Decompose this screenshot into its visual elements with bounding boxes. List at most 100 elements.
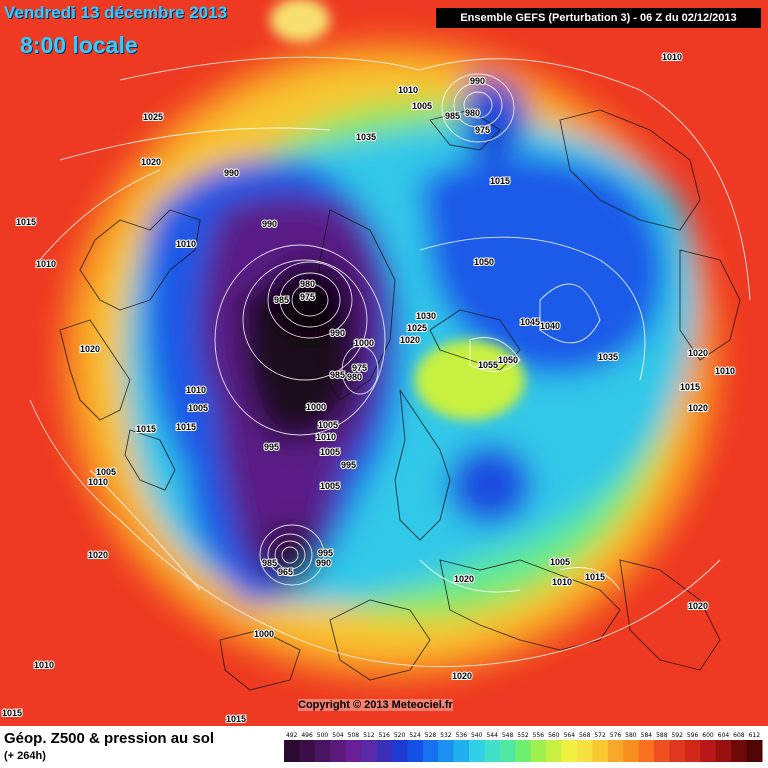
- pressure-label: 1015: [585, 572, 605, 582]
- pressure-label: 985: [330, 370, 345, 380]
- legend-tick-label: 584: [641, 732, 653, 739]
- pressure-label: 1010: [662, 52, 682, 62]
- pressure-label: 1005: [320, 481, 340, 491]
- pressure-label: 995: [264, 442, 279, 452]
- legend-tick-label: 596: [687, 732, 699, 739]
- pressure-label: 1020: [688, 348, 708, 358]
- legend-tick-label: 528: [425, 732, 437, 739]
- legend-tick-label: 524: [409, 732, 421, 739]
- pressure-label: 1035: [598, 352, 618, 362]
- pressure-label: 990: [224, 168, 239, 178]
- legend-swatch: [391, 740, 408, 762]
- legend-swatch: [438, 740, 455, 762]
- pressure-label: 1005: [96, 467, 116, 477]
- legend-swatch: [546, 740, 562, 762]
- legend-tick-label: 536: [456, 732, 468, 739]
- pressure-label: 1010: [552, 577, 572, 587]
- legend-swatch: [469, 740, 485, 762]
- legend-swatch: [715, 740, 732, 762]
- pressure-label: 1010: [316, 432, 336, 442]
- model-run-header: Ensemble GEFS (Perturbation 3) - 06 Z du…: [436, 8, 761, 28]
- legend-swatch: [577, 740, 593, 762]
- pressure-label: 1000: [306, 402, 326, 412]
- pressure-label: 1015: [680, 382, 700, 392]
- legend-tick-label: 544: [486, 732, 498, 739]
- legend-swatch: [284, 740, 300, 762]
- legend-tick-label: 612: [749, 732, 761, 739]
- legend-tick-label: 568: [579, 732, 591, 739]
- pressure-label: 1020: [400, 335, 420, 345]
- legend-tick-label: 500: [317, 732, 329, 739]
- pressure-label: 1035: [356, 132, 376, 142]
- legend-tick-label: 560: [548, 732, 560, 739]
- pressure-label: 985: [445, 111, 460, 121]
- pressure-label: 980: [300, 279, 315, 289]
- pressure-label: 990: [470, 76, 485, 86]
- pressure-label: 975: [300, 292, 315, 302]
- legend-tick-label: 604: [718, 732, 730, 739]
- pressure-label: 1005: [412, 101, 432, 111]
- legend-tick-label: 508: [348, 732, 360, 739]
- legend-swatch: [623, 740, 640, 762]
- pressure-label: 980: [465, 108, 480, 118]
- legend-tick-label: 512: [363, 732, 375, 739]
- pressure-label: 995: [318, 548, 333, 558]
- legend-tick-label: 516: [378, 732, 390, 739]
- legend-tick-label: 552: [517, 732, 529, 739]
- pressure-label: 975: [475, 125, 490, 135]
- legend-tick-label: 572: [594, 732, 606, 739]
- legend-swatch: [654, 740, 670, 762]
- pressure-label: 1020: [688, 403, 708, 413]
- pressure-label: 1050: [474, 257, 494, 267]
- legend-tick-label: 556: [533, 732, 545, 739]
- pressure-label: 980: [347, 372, 362, 382]
- pressure-label: 1010: [36, 259, 56, 269]
- legend-tick-label: 580: [625, 732, 637, 739]
- legend-tick-label: 532: [440, 732, 452, 739]
- legend-swatch: [669, 740, 686, 762]
- lead-time: (+ 264h): [4, 750, 46, 762]
- pressure-label: 1025: [407, 323, 427, 333]
- pressure-label: 985: [274, 295, 289, 305]
- product-title: Géop. Z500 & pression au sol: [4, 730, 215, 747]
- pressure-label: 1015: [2, 708, 22, 718]
- pressure-label: 1005: [188, 403, 208, 413]
- pressure-label: 990: [316, 558, 331, 568]
- legend-swatch: [361, 740, 377, 762]
- pressure-label: 1015: [16, 217, 36, 227]
- pressure-label: 1015: [136, 424, 156, 434]
- legend-swatch: [345, 740, 362, 762]
- pressure-label: 1055: [478, 360, 498, 370]
- legend-swatch: [592, 740, 609, 762]
- pressure-label: 1005: [550, 557, 570, 567]
- legend-swatch: [700, 740, 717, 762]
- pressure-label: 1020: [688, 601, 708, 611]
- pressure-label: 1000: [354, 338, 374, 348]
- copyright-notice: Copyright © 2013 Meteociel.fr: [298, 699, 453, 711]
- pressure-label: 1010: [186, 385, 206, 395]
- legend-swatch: [746, 740, 763, 762]
- legend-swatch: [561, 740, 578, 762]
- legend-bar: Géop. Z500 & pression au sol (+ 264h) 49…: [0, 726, 768, 768]
- legend-swatch: [530, 740, 547, 762]
- legend-swatch: [299, 740, 316, 762]
- legend-tick-label: 548: [502, 732, 514, 739]
- pressure-label: 1040: [540, 321, 560, 331]
- legend-tick-label: 576: [610, 732, 622, 739]
- legend-swatch: [515, 740, 532, 762]
- legend-tick-label: 492: [286, 732, 298, 739]
- pressure-label: 965: [278, 567, 293, 577]
- legend-swatch: [607, 740, 624, 762]
- legend-swatch: [330, 740, 347, 762]
- legend-tick-label: 540: [471, 732, 483, 739]
- legend-tick-label: 504: [332, 732, 344, 739]
- pressure-label: 1005: [318, 420, 338, 430]
- legend-swatch: [453, 740, 470, 762]
- legend-swatch: [314, 740, 331, 762]
- geopotential-color-field: [0, 0, 768, 726]
- pressure-label: 1020: [80, 344, 100, 354]
- legend-swatch: [484, 740, 501, 762]
- pressure-label: 1010: [176, 239, 196, 249]
- pressure-label: 1005: [320, 447, 340, 457]
